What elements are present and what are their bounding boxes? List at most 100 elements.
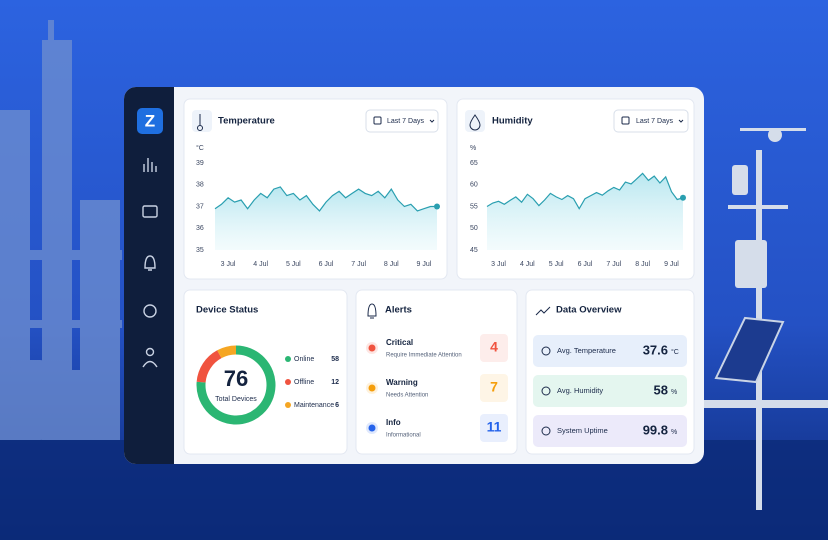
weather-station (700, 128, 828, 510)
y-tick-label: 35 (196, 247, 204, 254)
alert-count: 4 (490, 339, 498, 355)
hum-range-dropdown[interactable] (613, 109, 689, 133)
temp-icon (197, 114, 204, 131)
weather-station (728, 205, 788, 209)
industrial-scene (0, 250, 122, 260)
overview-icon (535, 306, 551, 316)
area (215, 186, 437, 250)
humidity-title: Humidity (492, 116, 533, 127)
weather-station (735, 240, 767, 288)
sidebar (124, 87, 174, 464)
overview-icon (541, 386, 551, 396)
industrial-scene (10, 360, 50, 440)
legend-dot (285, 379, 291, 385)
nav-alerts[interactable] (144, 255, 156, 271)
overview-icon (541, 426, 551, 436)
y-unit: °C (196, 144, 204, 152)
legend-dot (285, 356, 291, 362)
overview-value: 99.8 (643, 422, 668, 437)
nav-user[interactable] (142, 347, 158, 368)
end-point (680, 194, 686, 201)
nav-monitor[interactable] (142, 205, 158, 218)
industrial-scene (0, 320, 122, 328)
legend-label: Maintenance (294, 402, 334, 409)
overview-unit: % (671, 389, 677, 396)
legend-dot (285, 402, 291, 408)
total-devices: 76 (224, 366, 248, 391)
overview-row (533, 375, 687, 407)
alert-count: 7 (490, 379, 498, 395)
logo-box (137, 108, 163, 134)
overview-icon (541, 346, 551, 356)
alert-count-box (480, 374, 508, 402)
alerts-icon (367, 303, 377, 319)
temp-range-dropdown[interactable] (365, 109, 439, 133)
temp-range: Last 7 Days (387, 118, 424, 125)
overview-unit: % (671, 429, 677, 436)
alert-count-box (480, 334, 508, 362)
x-tick-label: 4 Jul (253, 261, 268, 268)
weather-station (732, 165, 748, 195)
temperature-title: Temperature (218, 116, 275, 127)
overview-value: 58 (654, 382, 668, 397)
x-tick-label: 9 Jul (417, 261, 432, 268)
hum-icon (469, 114, 481, 131)
alerts-title: Alerts (385, 305, 412, 316)
overview-label: System Uptime (557, 426, 608, 435)
overview-label: Avg. Temperature (557, 346, 616, 355)
alert-label: Info (386, 418, 401, 427)
alert-dot (368, 384, 376, 392)
calendar-icon (373, 116, 382, 125)
x-tick-label: 3 Jul (491, 261, 506, 268)
legend-label: Offline (294, 379, 314, 386)
nav-icons (142, 158, 158, 368)
y-tick-label: 37 (196, 203, 204, 210)
alerts-panel (355, 289, 518, 455)
alert-dot (368, 344, 376, 352)
weather-station (740, 128, 806, 131)
donut-segment (196, 345, 276, 425)
device-status-title: Device Status (196, 305, 258, 316)
y-tick-label: 55 (470, 203, 478, 210)
chevron (429, 119, 435, 123)
y-tick-label: 60 (470, 182, 478, 189)
y-tick-label: 38 (196, 182, 204, 189)
nav-analytics[interactable] (143, 158, 157, 172)
x-tick-label: 8 Jul (635, 261, 650, 268)
x-tick-label: 4 Jul (520, 261, 535, 268)
overview-panel (525, 289, 695, 455)
weather-station (768, 128, 782, 142)
donut-segment (196, 350, 222, 383)
industrial-scene (48, 20, 54, 50)
x-tick-label: 5 Jul (286, 261, 301, 268)
chevron (678, 119, 684, 123)
industrial-scene (0, 20, 122, 440)
hum-icon-box (465, 110, 485, 132)
nav-settings[interactable] (143, 304, 157, 318)
line (486, 172, 684, 210)
overview-label: Avg. Humidity (557, 386, 603, 395)
alert-note: Needs Attention (386, 393, 428, 399)
overview-title: Data Overview (556, 305, 622, 316)
line (214, 186, 437, 212)
overview-unit: °C (671, 348, 679, 356)
x-tick-label: 7 Jul (606, 261, 621, 268)
end-point (434, 203, 440, 210)
legend-value: 6 (335, 402, 339, 409)
x-tick-label: 8 Jul (384, 261, 399, 268)
overview-row (533, 335, 687, 367)
y-tick-label: 36 (196, 225, 204, 232)
legend-value: 58 (331, 356, 339, 363)
logo: Z (145, 111, 155, 130)
total-label: Total Devices (215, 396, 257, 403)
calendar-icon (621, 116, 630, 125)
overview-value: 37.6 (643, 342, 668, 357)
alert-note: Informational (386, 433, 421, 439)
alert-label: Critical (386, 338, 413, 347)
y-tick-label: 50 (470, 225, 478, 232)
weather-station (714, 316, 785, 384)
weather-station (700, 400, 828, 408)
alert-note: Require Immediate Attention (386, 353, 462, 359)
